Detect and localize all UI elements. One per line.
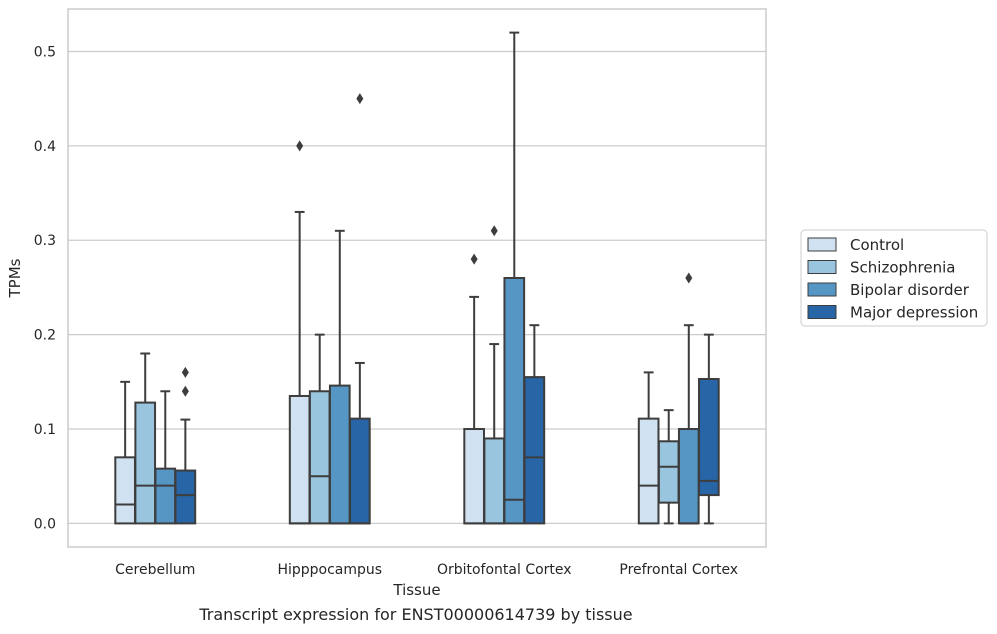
x-tick-label: Prefrontal Cortex <box>619 562 738 578</box>
legend-item: Major depression <box>807 304 978 322</box>
box-iqr <box>328 384 351 525</box>
box-group <box>288 140 311 525</box>
box-group <box>698 333 720 525</box>
legend-swatch <box>807 282 837 297</box>
box-iqr <box>503 277 526 525</box>
outlier-point <box>296 140 304 152</box>
legend-item: Bipolar disorder <box>807 281 970 299</box>
box-group <box>174 366 197 525</box>
box-iqr <box>114 456 136 525</box>
outlier-point <box>181 385 189 397</box>
box-iqr <box>657 440 680 504</box>
box-iqr <box>677 428 700 525</box>
box-iqr <box>154 467 177 525</box>
outlier-point <box>181 366 189 378</box>
legend-swatch <box>807 305 837 319</box>
box-iqr <box>698 377 720 497</box>
box-group <box>677 272 700 525</box>
box-group <box>134 352 157 525</box>
legend-item: Control <box>807 236 904 254</box>
legend-label: Major depression <box>850 304 978 322</box>
y-tick-label: 0.3 <box>34 233 56 249</box>
legend-swatch <box>807 260 837 274</box>
box-iqr <box>288 394 311 525</box>
y-tick-label: 0.5 <box>34 44 56 60</box>
y-tick-label: 0.1 <box>34 422 56 438</box>
box-iqr <box>174 469 197 525</box>
box-iqr <box>349 417 371 525</box>
outlier-point <box>490 225 498 237</box>
y-tick-label: 0.2 <box>34 328 56 344</box>
x-axis-label: Tissue <box>392 581 440 599</box>
box-group <box>523 324 546 525</box>
box-group <box>503 31 526 525</box>
legend-label: Bipolar disorder <box>850 281 970 299</box>
boxes-layer <box>114 31 720 525</box>
x-tick-label: Orbitofontal Cortex <box>437 562 572 578</box>
legend-frame <box>800 229 988 327</box>
chart-caption: Transcript expression for ENST0000061473… <box>199 605 633 624</box>
box-iqr <box>463 428 485 525</box>
y-axis-label: TPMs <box>6 258 24 298</box>
box-group <box>114 380 136 525</box>
outlier-point <box>685 272 693 284</box>
x-tick-labels: Cerebellum Hipppocampus Orbitofontal Corte… <box>115 562 738 578</box>
box-iqr <box>637 417 660 525</box>
legend-swatch <box>807 237 837 252</box>
outlier-point <box>356 93 364 105</box>
y-tick-label: 0.0 <box>34 516 56 532</box>
box-iqr <box>308 390 331 525</box>
box-group <box>657 409 680 525</box>
legend: Control Schizophrenia Bipolar disorder Majo… <box>800 229 988 327</box>
y-tick-labels: 0.0 0.1 0.2 0.3 0.4 0.5 <box>34 44 56 532</box>
box-group <box>328 229 351 525</box>
legend-label: Schizophrenia <box>850 259 955 277</box>
legend-label: Control <box>850 236 904 254</box>
y-tick-label: 0.4 <box>34 139 56 155</box>
box-iqr <box>134 401 157 525</box>
box-group <box>349 93 371 525</box>
box-iqr <box>483 437 506 525</box>
plot-frame <box>67 8 767 548</box>
box-iqr <box>523 376 546 525</box>
box-group <box>463 253 485 525</box>
x-tick-label: Cerebellum <box>115 562 195 578</box>
outlier-point <box>470 253 478 265</box>
x-tick-label: Hipppocampus <box>277 562 382 578</box>
legend-item: Schizophrenia <box>807 259 955 277</box>
